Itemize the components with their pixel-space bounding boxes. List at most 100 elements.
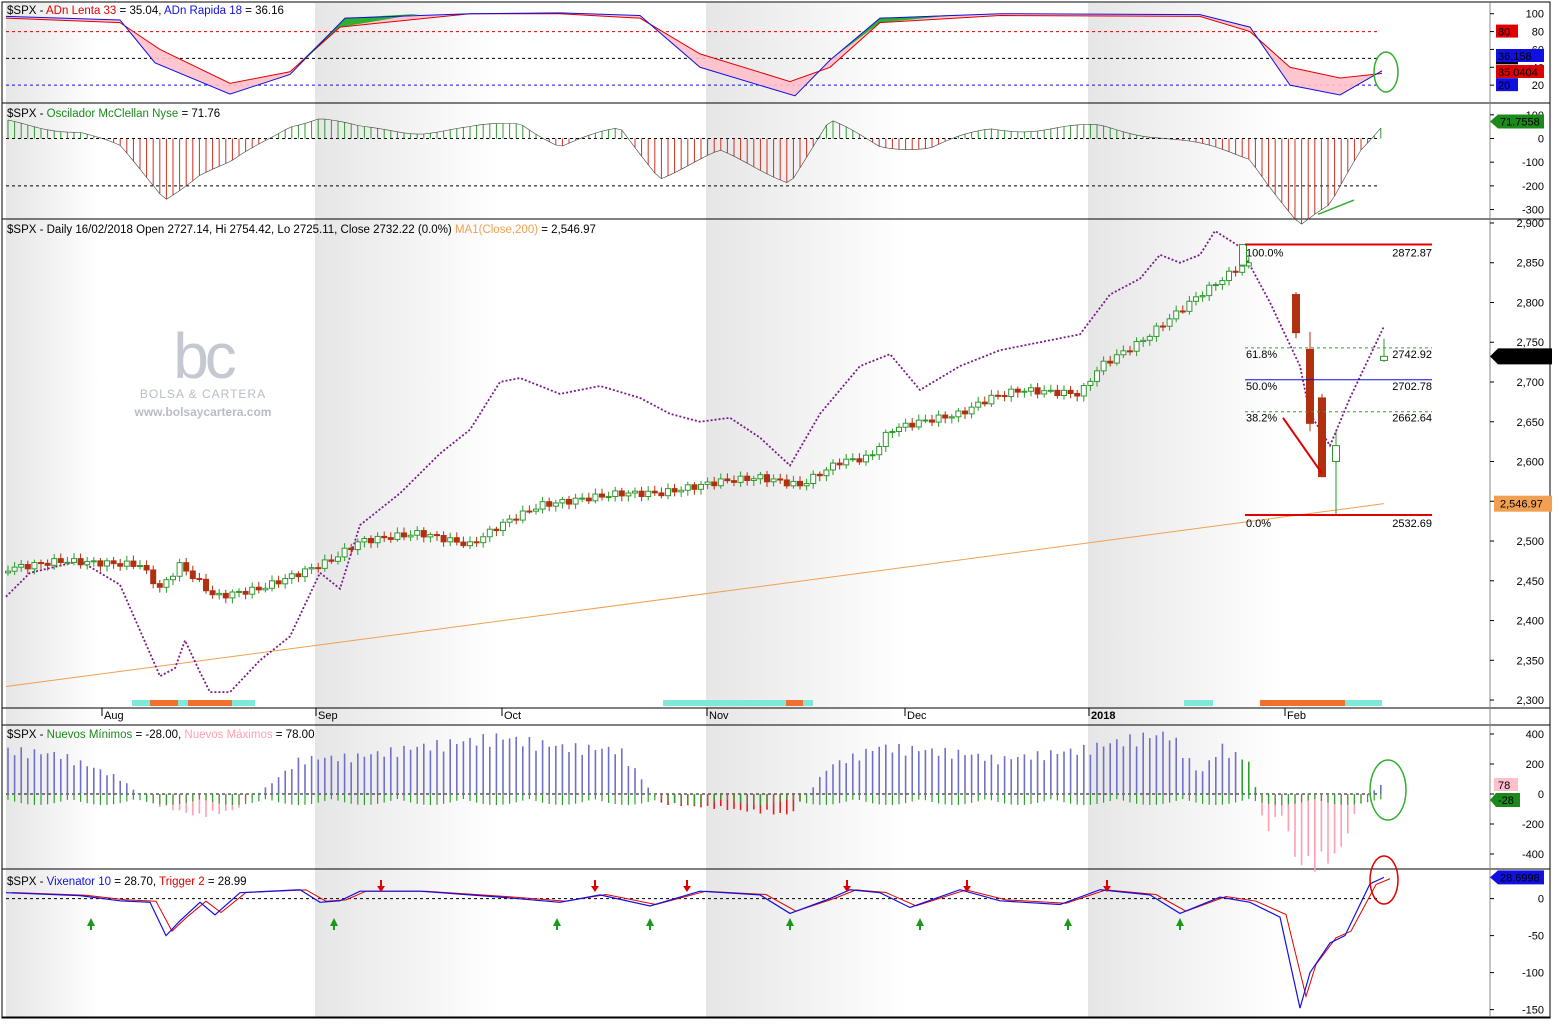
price-candle-body — [678, 489, 685, 493]
price-candle-body — [18, 564, 25, 568]
axis-tick-label: 0 — [1538, 134, 1544, 146]
price-candle-body — [929, 419, 935, 423]
price-candle-body — [711, 481, 718, 487]
price-candle-body — [777, 478, 784, 481]
price-candle-body — [981, 401, 988, 405]
price-candle-body — [1179, 310, 1186, 313]
price-candle-body — [803, 483, 810, 487]
price-candle-body — [651, 490, 658, 494]
price-candle-body — [1186, 300, 1193, 312]
vix-sell-arrow — [683, 880, 691, 892]
axis-tick-label: 20 — [1532, 80, 1544, 92]
axis-tick-label: 0 — [1538, 789, 1544, 801]
price-candle-body — [51, 558, 58, 566]
mcc-trend-line — [1317, 199, 1355, 215]
price-candle-body — [64, 561, 71, 564]
axis-tick-label: 2,300 — [1516, 695, 1544, 707]
adn-badge — [1496, 78, 1518, 92]
price-candle-body — [1001, 395, 1008, 398]
fib-pct-label: 61.8% — [1246, 349, 1277, 361]
price-candle-body — [5, 570, 11, 574]
price-candle-body — [163, 579, 170, 588]
price-candle-body — [420, 530, 427, 538]
price-candle-body — [671, 488, 678, 493]
month-band — [315, 3, 500, 1017]
axis-tick-label: 100 — [1526, 9, 1544, 21]
price-candle-body — [434, 534, 440, 537]
price-candle-body — [1166, 318, 1173, 327]
vix-sell-arrow — [591, 880, 599, 892]
price-candle-body — [255, 586, 262, 591]
price-candle-body — [335, 556, 341, 562]
price-candle-body — [1160, 325, 1166, 328]
signal-strip-segment — [150, 700, 178, 706]
price-candle-body — [1219, 280, 1226, 286]
fib-value-label: 2872.87 — [1392, 248, 1432, 260]
price-candle-body — [170, 575, 176, 581]
price-candle-body — [1306, 348, 1314, 424]
vix-buy-arrow — [553, 918, 561, 930]
fib-pct-label: 38.2% — [1246, 413, 1277, 425]
price-candle-body — [1061, 389, 1067, 397]
price-candle-body — [1140, 339, 1147, 343]
price-candle-body — [975, 401, 982, 408]
month-label: Feb — [1287, 710, 1306, 722]
price-candle-body — [1206, 284, 1213, 297]
watermark-logo: bc — [173, 320, 237, 392]
price-candle-body — [24, 564, 31, 570]
price-candle-body — [203, 578, 209, 592]
price-candle-body — [387, 537, 394, 540]
price-candle-body — [1014, 388, 1021, 393]
price-candle-body — [176, 562, 183, 577]
price-candle-body — [1318, 397, 1326, 478]
price-candle-body — [77, 558, 84, 566]
price-candle-body — [1133, 341, 1140, 352]
price-candle-body — [1054, 389, 1061, 397]
price-candle-body — [810, 473, 817, 485]
adn-badge — [1496, 65, 1544, 78]
axis-tick-label: 2,700 — [1516, 377, 1544, 389]
price-candle-body — [480, 536, 487, 544]
price-trend-line — [1282, 417, 1323, 475]
month-label: Oct — [504, 710, 521, 722]
price-candle-body — [295, 573, 302, 578]
price-candle-body — [500, 521, 506, 532]
price-candle-body — [117, 563, 124, 567]
price-candle-body — [579, 497, 586, 500]
price-candle-body — [618, 490, 625, 497]
signal-strip-segment — [1184, 700, 1213, 706]
adn-slow-line — [5, 13, 1383, 84]
signal-strip-segment — [786, 700, 803, 706]
vix-buy-arrow — [330, 918, 338, 930]
price-candle-body — [1226, 270, 1232, 282]
price-candle-body — [44, 562, 51, 566]
month-label: Aug — [104, 710, 124, 722]
price-candle-body — [764, 474, 770, 483]
nm-high-badge — [1494, 778, 1518, 791]
price-candle-body — [790, 480, 797, 487]
price-candle-body — [882, 431, 889, 447]
vix-badge — [1490, 870, 1544, 885]
adn-highlight-circle — [1373, 51, 1399, 93]
month-label: Nov — [709, 710, 729, 722]
price-candle-body — [1173, 310, 1180, 320]
price-candle-body — [321, 559, 328, 569]
price-candle-body — [90, 560, 97, 563]
price-candle-body — [830, 462, 836, 471]
price-candle-body — [302, 568, 308, 578]
price-candle-body — [447, 537, 454, 543]
axis-tick-label: 2,750 — [1516, 337, 1544, 349]
adn-badge — [1496, 24, 1518, 38]
price-candle-body — [381, 535, 388, 539]
price-candle-body — [526, 510, 533, 513]
price-candle-body — [242, 590, 249, 595]
watermark: bc BOLSA & CARTERA www.bolsaycartera.com — [118, 320, 288, 419]
adn-badge — [1496, 49, 1544, 62]
price-candle-body — [698, 483, 704, 490]
price-candle-body — [896, 426, 902, 433]
price-candle-body — [988, 394, 995, 405]
axis-tick-label: 200 — [1526, 759, 1544, 771]
month-label: 2018 — [1091, 710, 1115, 722]
price-candle-body — [889, 431, 896, 434]
